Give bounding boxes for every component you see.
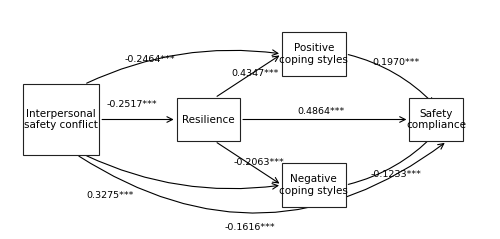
Text: -0.1233***: -0.1233*** — [370, 170, 422, 179]
Text: Safety
compliance: Safety compliance — [406, 109, 466, 130]
Text: -0.2517***: -0.2517*** — [106, 100, 156, 109]
FancyBboxPatch shape — [282, 163, 346, 207]
FancyBboxPatch shape — [176, 98, 240, 141]
Text: 0.4347***: 0.4347*** — [231, 69, 278, 78]
Text: Positive
coping styles: Positive coping styles — [280, 43, 348, 65]
FancyBboxPatch shape — [282, 32, 346, 76]
Text: Resilience: Resilience — [182, 114, 234, 125]
Text: -0.1616***: -0.1616*** — [224, 223, 276, 232]
FancyBboxPatch shape — [409, 98, 463, 141]
Text: Interpersonal
safety conflict: Interpersonal safety conflict — [24, 109, 99, 130]
Text: Negative
coping styles: Negative coping styles — [280, 174, 348, 196]
FancyBboxPatch shape — [24, 84, 100, 155]
Text: -0.2063***: -0.2063*** — [234, 158, 284, 167]
Text: 0.1970***: 0.1970*** — [372, 58, 420, 67]
Text: 0.3275***: 0.3275*** — [86, 191, 134, 200]
Text: 0.4864***: 0.4864*** — [298, 107, 344, 116]
Text: -0.2464***: -0.2464*** — [124, 55, 175, 64]
